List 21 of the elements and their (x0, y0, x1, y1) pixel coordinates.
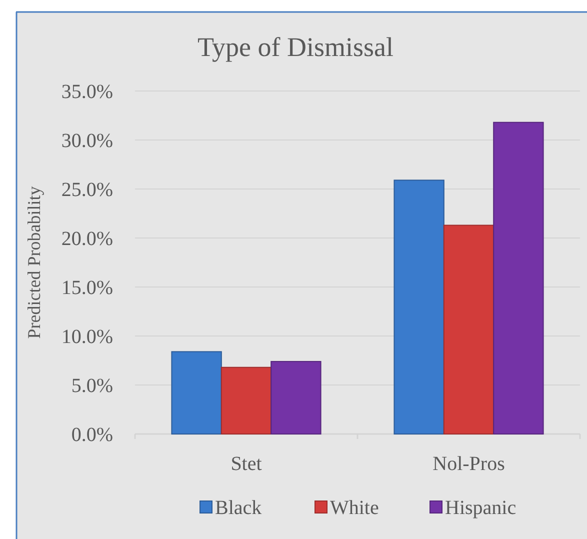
legend-label: Black (215, 497, 262, 519)
x-tick-label: Nol-Pros (432, 453, 506, 475)
y-axis-title: Predicted Probability (24, 186, 44, 339)
x-tick-label: Stet (230, 453, 262, 475)
y-tick-label: 20.0% (61, 228, 113, 250)
bar (394, 180, 444, 434)
y-tick-label: 10.0% (61, 326, 113, 348)
bar (443, 224, 494, 434)
chart-title: Type of Dismissal (197, 32, 394, 62)
y-tick-label: 0.0% (71, 424, 113, 446)
bar (493, 122, 544, 434)
legend-label: White (330, 497, 379, 519)
y-tick-label: 15.0% (61, 277, 113, 299)
bar (270, 360, 322, 434)
y-tick-label: 35.0% (61, 81, 113, 103)
y-tick-label: 5.0% (71, 375, 113, 397)
y-tick-label: 30.0% (61, 130, 113, 152)
bar (220, 366, 272, 434)
legend-label: Hispanic (445, 497, 516, 519)
bar (171, 351, 222, 434)
y-tick-label: 25.0% (61, 179, 113, 201)
